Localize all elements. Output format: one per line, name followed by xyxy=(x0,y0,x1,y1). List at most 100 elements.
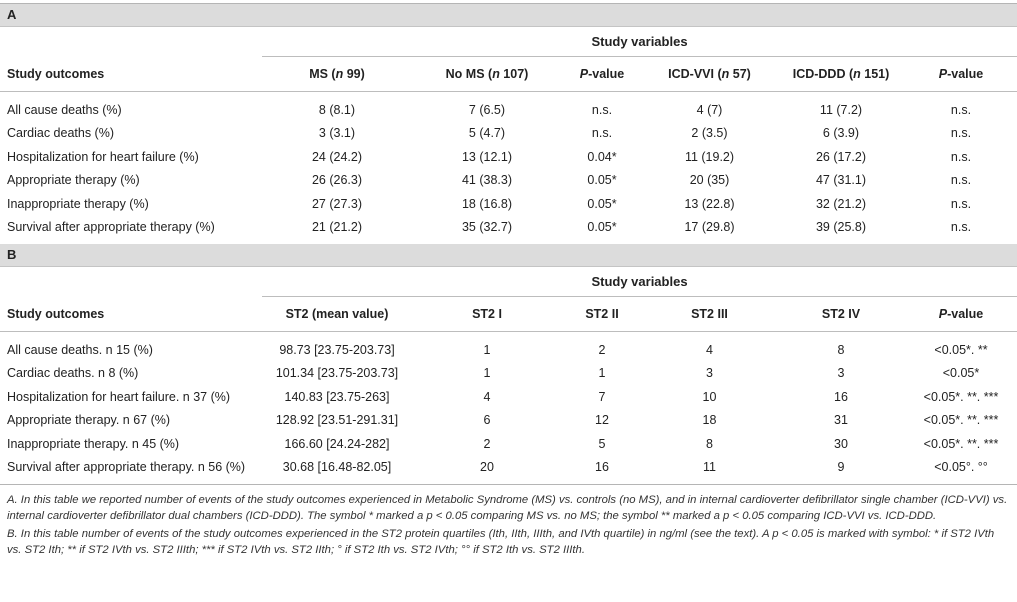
table-b-value-cell: 3 xyxy=(706,366,713,381)
table-b-row: Cardiac deaths. n 8 (%) 101.34 [23.75-203… xyxy=(0,362,1017,386)
table-b-outcome-cell: Appropriate therapy. n 67 (%) xyxy=(7,413,171,428)
table-a-value-cell: 17 (29.8) xyxy=(684,220,735,235)
table-b-band: B xyxy=(0,244,1017,267)
table-b-value-cell: 2 xyxy=(483,436,491,451)
table-a-value-cell: 32 (21.2) xyxy=(815,196,867,211)
table-a-row: Survival after appropriate therapy (%) 21… xyxy=(0,216,1017,245)
table-b-value-cell: 9 xyxy=(837,460,845,475)
table-a-value-cell: 20 (35) xyxy=(689,173,730,188)
table-a-value-cell: 13 (22.8) xyxy=(684,196,735,211)
table-b-value-cell: 8 xyxy=(837,342,845,357)
table-b-outcome-cell: Hospitalization for heart failure. n 37 … xyxy=(7,389,231,404)
table-a-value-cell: 5 (4.7) xyxy=(468,126,506,141)
table-a: Study variables Study outcomes MS (n 99)… xyxy=(0,27,1017,244)
table-b-group-row: Study variables xyxy=(0,267,1017,297)
table-a-value-cell: 11 (19.2) xyxy=(684,149,735,164)
table-b-value-cell: 98.73 [23.75-203.73] xyxy=(279,342,395,357)
table-b-value-cell: 12 xyxy=(595,413,609,428)
table-a-body: All cause deaths (%) 8 (8.1) 7 (6.5) n.s. 4 … xyxy=(0,92,1017,245)
table-b-value-cell: <0.05* xyxy=(942,366,980,381)
table-a-header-icd-vvi: ICD-VVI (n 57) xyxy=(642,56,777,92)
table-b-outcome-cell: All cause deaths. n 15 (%) xyxy=(7,342,153,357)
top-rule xyxy=(0,3,1017,4)
table-b-row: All cause deaths. n 15 (%) 98.73 [23.75-2… xyxy=(0,332,1017,362)
table-a-value-cell: 0.05* xyxy=(587,220,617,235)
table-b-row: Inappropriate therapy. n 45 (%) 166.60 [2… xyxy=(0,432,1017,456)
table-a-value-cell: n.s. xyxy=(950,220,972,235)
table-a-outcome-cell: Cardiac deaths (%) xyxy=(7,126,114,141)
table-a-value-cell: 0.05* xyxy=(587,173,617,188)
table-a-value-cell: 8 (8.1) xyxy=(318,102,356,117)
table-a-outcome-cell: Appropriate therapy (%) xyxy=(7,173,140,188)
table-b-header-st2-i: ST2 I xyxy=(412,296,562,332)
table-a-value-cell: 0.04* xyxy=(587,149,617,164)
table-b-body: All cause deaths. n 15 (%) 98.73 [23.75-2… xyxy=(0,332,1017,485)
table-b-header-st2-mean: ST2 (mean value) xyxy=(262,296,412,332)
table-b-value-cell: 1 xyxy=(483,342,491,357)
table-a-value-cell: n.s. xyxy=(950,149,972,164)
table-a-value-cell: n.s. xyxy=(591,102,613,117)
table-a-band: A xyxy=(0,4,1017,27)
footnote-a: A. In this table we reported number of e… xyxy=(7,494,1008,522)
table-a-value-cell: 41 (38.3) xyxy=(461,173,513,188)
table-a-value-cell: 39 (25.8) xyxy=(815,220,867,235)
table-a-value-cell: 18 (16.8) xyxy=(461,196,513,211)
table-a-value-cell: 26 (17.2) xyxy=(815,149,867,164)
table-a-row: Inappropriate therapy (%) 27 (27.3) 18 (16… xyxy=(0,192,1017,216)
table-b-value-cell: 128.92 [23.51-291.31] xyxy=(275,413,399,428)
table-a-group-header: Study variables xyxy=(262,27,1017,57)
table-b-value-cell: 30 xyxy=(834,436,848,451)
table-a-value-cell: 47 (31.1) xyxy=(815,173,867,188)
table-a-row: All cause deaths (%) 8 (8.1) 7 (6.5) n.s. 4 … xyxy=(0,92,1017,122)
table-b-value-cell: <0.05*. **. *** xyxy=(923,389,999,404)
table-b-group-header: Study variables xyxy=(262,267,1017,297)
table-b-value-cell: <0.05°. °° xyxy=(934,460,988,475)
results-table-figure: A Study variables Study outcomes MS (n 9… xyxy=(0,3,1017,558)
table-a-header-ms: MS (n 99) xyxy=(262,56,412,92)
table-b-label: B xyxy=(7,247,17,262)
table-a-value-cell: 27 (27.3) xyxy=(311,196,363,211)
table-a-outcome-cell: Survival after appropriate therapy (%) xyxy=(7,220,215,235)
table-a-value-cell: 7 (6.5) xyxy=(468,102,506,117)
table-b: Study variables Study outcomes ST2 (mean… xyxy=(0,267,1017,484)
table-a-value-cell: 13 (12.1) xyxy=(461,149,513,164)
table-b-outcome-cell: Inappropriate therapy. n 45 (%) xyxy=(7,436,180,451)
table-a-outcome-cell: Inappropriate therapy (%) xyxy=(7,196,149,211)
table-b-value-cell: 16 xyxy=(595,460,609,475)
table-a-value-cell: 2 (3.5) xyxy=(691,126,728,141)
table-a-value-cell: 3 (3.1) xyxy=(318,126,356,141)
table-b-outcome-cell: Cardiac deaths. n 8 (%) xyxy=(7,366,139,381)
table-b-value-cell: 10 xyxy=(702,389,717,404)
table-b-row: Appropriate therapy. n 67 (%) 128.92 [23.… xyxy=(0,409,1017,433)
table-b-value-cell: 20 xyxy=(480,460,494,475)
table-b-row: Hospitalization for heart failure. n 37 … xyxy=(0,385,1017,409)
table-a-value-cell: 4 (7) xyxy=(696,102,723,117)
table-a-label: A xyxy=(7,7,17,22)
table-a-value-cell: n.s. xyxy=(591,126,613,141)
table-a-header-outcomes: Study outcomes xyxy=(0,56,262,92)
table-b-header-st2-iii: ST2 III xyxy=(642,296,777,332)
table-a-value-cell: 21 (21.2) xyxy=(311,220,363,235)
table-b-value-cell: 3 xyxy=(837,366,845,381)
table-a-value-cell: n.s. xyxy=(950,126,972,141)
table-b-value-cell: <0.05*. **. *** xyxy=(923,436,999,451)
table-b-value-cell: 7 xyxy=(598,389,606,404)
table-b-header-outcomes: Study outcomes xyxy=(0,296,262,332)
table-a-value-cell: 26 (26.3) xyxy=(311,173,363,188)
table-a-header-row: Study outcomes MS (n 99) No MS (n 107) P… xyxy=(0,56,1017,92)
table-a-value-cell: 35 (32.7) xyxy=(461,220,513,235)
table-a-row: Cardiac deaths (%) 3 (3.1) 5 (4.7) n.s. 2 (3… xyxy=(0,122,1017,146)
table-b-value-cell: 5 xyxy=(598,436,606,451)
table-a-header-pvalue-2: P-value xyxy=(905,56,1017,92)
table-b-value-cell: 4 xyxy=(706,342,713,357)
table-b-header-st2-iv: ST2 IV xyxy=(777,296,905,332)
table-a-group-row: Study variables xyxy=(0,27,1017,57)
footnotes: A. In this table we reported number of e… xyxy=(0,484,1017,558)
table-a-header-icd-ddd: ICD-DDD (n 151) xyxy=(777,56,905,92)
table-b-value-cell: 166.60 [24.24-282] xyxy=(284,436,390,451)
table-b-value-cell: <0.05*. **. *** xyxy=(923,413,999,428)
table-b-header-st2-ii: ST2 II xyxy=(562,296,642,332)
table-b-value-cell: 1 xyxy=(483,366,491,381)
table-a-value-cell: n.s. xyxy=(950,173,972,188)
table-b-value-cell: <0.05*. ** xyxy=(934,342,988,357)
